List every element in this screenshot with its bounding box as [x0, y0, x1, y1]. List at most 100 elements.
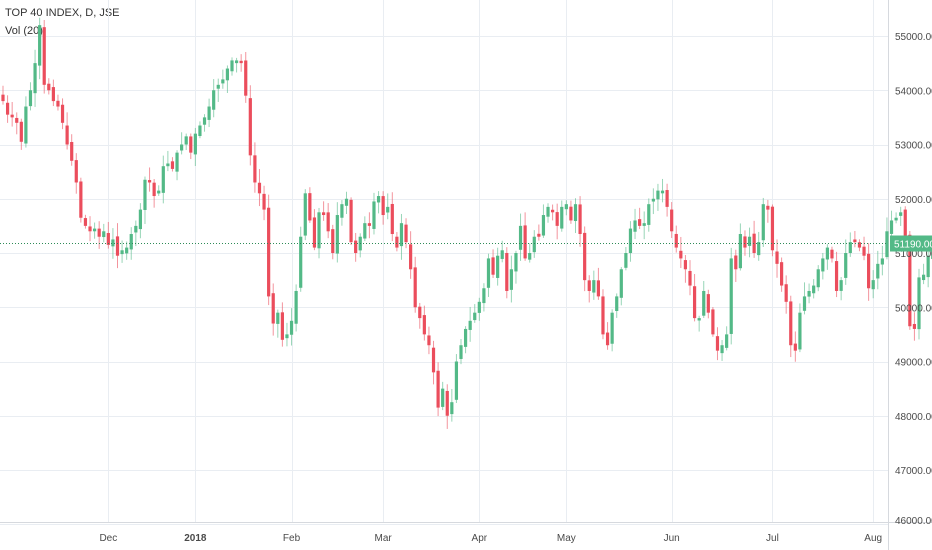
candle-body: [180, 144, 184, 151]
time-tick-label: Mar: [375, 533, 393, 544]
candle: [610, 309, 614, 352]
candle-body: [912, 323, 917, 329]
candle: [344, 191, 349, 215]
price-axis[interactable]: 55000.00 54000.00 53000.00 52000.00 51000.00…: [895, 32, 932, 527]
price-tick-label: 50000.00: [895, 303, 932, 314]
candle-body: [276, 312, 280, 324]
candle-body: [395, 236, 399, 248]
candle: [729, 247, 733, 345]
candle-body: [289, 320, 294, 335]
price-tick-label: 52000.00: [895, 195, 932, 206]
candle: [834, 251, 839, 298]
candle: [757, 231, 761, 261]
candle-body: [867, 253, 871, 289]
candle: [509, 255, 513, 303]
candle-body: [344, 198, 349, 206]
candle-body: [848, 242, 852, 253]
candle: [335, 202, 339, 263]
candle: [679, 236, 683, 269]
candle-body: [509, 269, 513, 290]
candle: [624, 247, 628, 271]
candle: [395, 232, 399, 252]
candle-body: [257, 182, 262, 194]
candle: [798, 303, 802, 353]
candle-body: [647, 204, 651, 225]
candle: [752, 220, 756, 258]
candle: [97, 221, 101, 249]
candle: [422, 305, 426, 341]
candle: [138, 203, 142, 239]
volume-indicator-label[interactable]: Vol (20): [5, 25, 43, 37]
candle-body: [427, 335, 431, 346]
candle: [88, 216, 92, 242]
candle: [450, 388, 454, 422]
candle: [546, 203, 550, 223]
candle: [660, 178, 665, 203]
candle: [583, 226, 587, 292]
candle: [647, 198, 651, 232]
candle-body: [633, 220, 637, 232]
candle: [921, 263, 926, 285]
candle-body: [862, 246, 866, 256]
candle: [596, 267, 600, 300]
candle: [207, 98, 211, 128]
candle-body: [757, 242, 761, 256]
candle: [867, 243, 871, 301]
candle: [802, 282, 807, 315]
candle: [473, 304, 477, 323]
candle-body: [454, 361, 459, 400]
candle-body: [74, 160, 78, 183]
candle: [532, 230, 536, 258]
candle-body: [692, 286, 697, 319]
candle-body: [253, 155, 257, 183]
time-tick-label: May: [557, 533, 576, 544]
candle-body: [161, 166, 165, 193]
last-price-tag: [890, 235, 932, 252]
candle-body: [207, 106, 211, 120]
candle: [514, 250, 518, 284]
candle-body: [674, 233, 678, 248]
candle-body: [115, 236, 120, 256]
candle-body: [10, 114, 14, 118]
candle: [125, 241, 129, 260]
candle: [285, 322, 289, 347]
last-price-marker: 51190.00: [0, 235, 932, 252]
candle-body: [65, 125, 69, 145]
candle-body: [830, 249, 834, 259]
candle: [651, 188, 655, 215]
candle: [766, 199, 770, 223]
candle-body: [766, 205, 770, 210]
candle: [775, 239, 779, 278]
candle-body: [473, 312, 477, 321]
candle: [239, 54, 243, 72]
candle-body: [670, 209, 674, 232]
candle-body: [656, 190, 660, 200]
candle-body: [546, 206, 550, 217]
candle-body: [175, 152, 179, 172]
candle: [734, 249, 738, 282]
candle: [601, 289, 605, 340]
candle-body: [111, 239, 115, 247]
candle: [628, 221, 633, 262]
candle-body: [83, 218, 88, 226]
candle: [367, 212, 371, 239]
candle: [1, 85, 5, 105]
candle-body: [445, 390, 449, 416]
candle: [294, 284, 298, 332]
candle-body: [706, 294, 710, 313]
candle-body: [134, 225, 138, 233]
candle: [372, 192, 376, 235]
candle-body: [628, 228, 633, 254]
price-tick-label: 54000.00: [895, 86, 932, 97]
candle: [711, 307, 715, 337]
candles: [1, 17, 932, 429]
candle: [234, 57, 239, 73]
time-axis[interactable]: Dec 2018 Feb Mar Apr May Jun Jul Aug: [99, 533, 882, 544]
chart-title: TOP 40 INDEX, D, JSE: [5, 7, 120, 19]
candle: [839, 277, 843, 301]
candle: [129, 227, 133, 260]
candle: [825, 244, 829, 270]
candle-body: [271, 293, 275, 324]
candle-body: [532, 236, 536, 253]
